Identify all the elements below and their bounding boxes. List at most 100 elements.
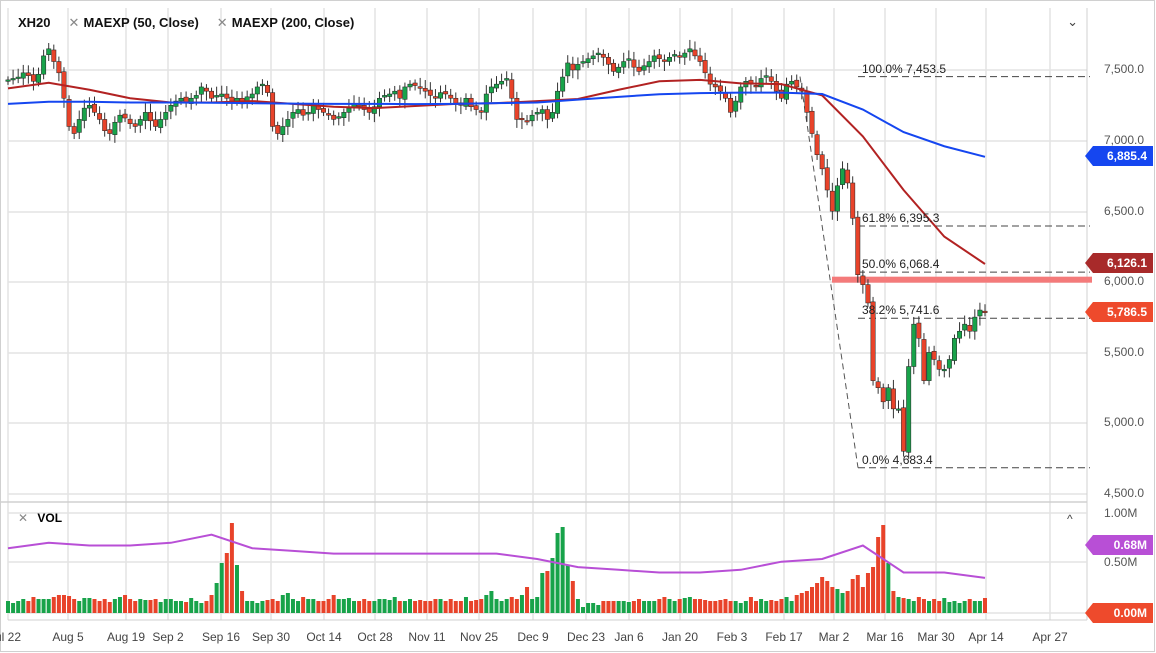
ma200-legend[interactable]: MAEXP (200, Close) [231, 15, 355, 30]
volume-bar [743, 601, 748, 613]
candle [321, 108, 326, 113]
volume-bar [346, 598, 351, 613]
candle [259, 83, 265, 87]
volume-bar [306, 599, 311, 613]
candle [56, 61, 62, 74]
volume-bar [586, 603, 591, 613]
candle [906, 366, 912, 453]
volume-bar [352, 601, 357, 613]
volume-bar [937, 601, 942, 613]
volume-bar [764, 601, 769, 613]
candle [81, 107, 87, 121]
candle [707, 73, 713, 85]
volume-bar [56, 595, 61, 613]
volume-bar [448, 599, 453, 613]
volume-bar [687, 597, 692, 613]
volume-bar [606, 601, 611, 613]
volume-legend: ✕ VOL [18, 511, 62, 525]
candle [41, 55, 47, 75]
volume-bar [275, 601, 280, 613]
candle [962, 323, 968, 331]
fib-level-label: 0.0% 4,683.4 [862, 452, 933, 467]
remove-volume-icon[interactable]: ✕ [18, 511, 29, 525]
volume-ma-line [7, 533, 986, 579]
volume-bar [535, 597, 540, 613]
candle [10, 78, 16, 81]
candle [682, 52, 688, 58]
candle [112, 121, 118, 135]
candle [71, 126, 77, 134]
x-tick-label: Nov 11 [408, 630, 446, 644]
volume-bar [173, 601, 178, 613]
candle [631, 59, 637, 68]
volume-bar [418, 600, 423, 613]
fib-level-label: 61.8% 6,395.3 [862, 210, 940, 225]
remove-ma50-icon[interactable]: ✕ [68, 15, 80, 30]
candle [885, 387, 891, 401]
volume-bar [474, 600, 479, 613]
volume-bar [158, 602, 163, 613]
candle [377, 97, 382, 107]
remove-ma200-icon[interactable]: ✕ [216, 15, 228, 30]
volume-bar [667, 599, 672, 613]
volume-bar [809, 587, 814, 613]
volume-bar [245, 601, 250, 613]
y-tick-label: 7,500.0 [1104, 62, 1145, 76]
candle [478, 110, 484, 113]
candle [972, 316, 978, 332]
chevron-down-icon[interactable]: ⌄ [1067, 14, 1078, 29]
volume-bar [799, 593, 804, 613]
candle [504, 78, 510, 81]
volume-bar [947, 602, 952, 613]
volume-bar [631, 601, 636, 613]
candle [641, 65, 647, 71]
volume-bar [713, 601, 718, 613]
volume-bar [51, 597, 56, 613]
fib-level-label: 38.2% 5,741.6 [862, 303, 940, 318]
candle [122, 113, 128, 119]
volume-bar [128, 599, 133, 613]
candle [875, 381, 881, 388]
chevron-up-icon[interactable]: ^ [1067, 512, 1073, 526]
candle [229, 96, 235, 102]
volume-bar [794, 595, 799, 613]
volume-bar [413, 601, 418, 613]
candle [219, 93, 225, 97]
candle [356, 104, 362, 107]
volume-bar [240, 591, 245, 613]
candle [661, 59, 667, 62]
candle [142, 112, 148, 121]
volume-bar [972, 601, 977, 613]
volume-bar [87, 598, 92, 613]
volume-bar [168, 599, 173, 613]
volume-bar [209, 595, 214, 613]
volume-bar [438, 599, 443, 613]
candle [387, 93, 393, 97]
candle [977, 309, 983, 317]
volume-bar [489, 591, 494, 613]
volume-bar [845, 591, 850, 613]
volume-bar [754, 601, 759, 613]
volume-bar [301, 597, 306, 613]
candle [870, 301, 876, 381]
volume-bar [596, 605, 601, 613]
ma50-legend[interactable]: MAEXP (50, Close) [83, 15, 199, 30]
volume-bar [570, 581, 575, 613]
volume-bar [433, 599, 438, 613]
candle [829, 190, 835, 212]
volume-bar [738, 603, 743, 613]
volume-bar [769, 600, 774, 613]
volume-bar [31, 597, 36, 613]
candle [15, 76, 21, 79]
volume-bar [540, 573, 545, 613]
candle [544, 109, 550, 120]
candle [107, 129, 113, 134]
volume-bar [463, 597, 468, 613]
volume-bar [550, 558, 555, 613]
candle [565, 62, 571, 77]
volume-bar [377, 599, 382, 613]
volume-bar [102, 599, 107, 613]
candle [560, 76, 566, 92]
candle [346, 107, 352, 113]
